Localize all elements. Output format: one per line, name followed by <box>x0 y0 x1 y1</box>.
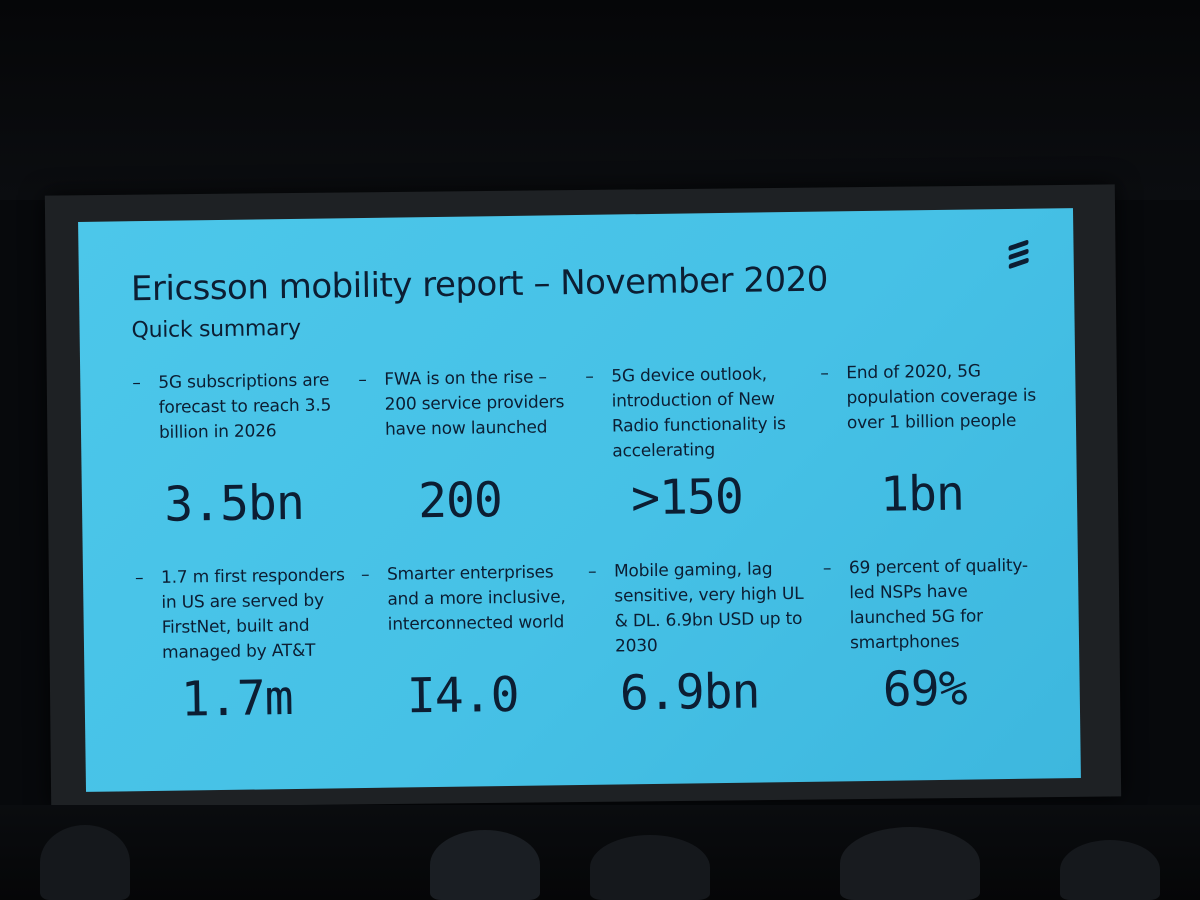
ericsson-logo-icon <box>1008 239 1029 270</box>
stat-value: 6.9bn <box>619 663 760 722</box>
bullet-dash: – <box>585 366 594 387</box>
stat-description-text: 1.7 m first responders in US are served … <box>160 565 345 663</box>
stat-block-industry-4-0: – Smarter enterprises and a more inclusi… <box>361 560 588 725</box>
stat-block-firstnet: – 1.7 m first responders in US are serve… <box>135 563 362 728</box>
stat-block-5g-coverage: – End of 2020, 5G population coverage is… <box>820 358 1047 523</box>
stat-description: – 69 percent of quality-led NSPs have la… <box>823 553 1049 656</box>
stat-value: 200 <box>417 472 503 530</box>
room-background <box>0 0 1200 200</box>
stat-block-nsps-5g: – 69 percent of quality-led NSPs have la… <box>823 553 1050 718</box>
stat-value: 1.7m <box>180 670 293 728</box>
bullet-dash: – <box>360 564 370 586</box>
bullet-dash: – <box>134 568 144 589</box>
stat-description-text: 5G device outlook, introduction of New R… <box>611 364 786 462</box>
bullet-dash: – <box>822 558 832 579</box>
stat-description-text: Mobile gaming, lag sensitive, very high … <box>613 559 804 657</box>
stat-description-text: End of 2020, 5G population coverage is o… <box>846 361 1037 434</box>
slide-title: Ericsson mobility report – November 2020 <box>130 259 829 310</box>
bullet-dash: – <box>358 369 367 391</box>
stat-block-5g-subscriptions: – 5G subscriptions are forecast to reach… <box>132 368 359 533</box>
stat-description-text: 69 percent of quality-led NSPs have laun… <box>848 555 1029 654</box>
stat-block-mobile-gaming: – Mobile gaming, lag sensitive, very hig… <box>588 557 815 722</box>
stat-block-5g-devices: – 5G device outlook, introduction of New… <box>585 362 812 527</box>
stat-value: >150 <box>630 468 744 527</box>
stat-description: – Smarter enterprises and a more inclusi… <box>361 560 587 663</box>
stat-description: – 5G subscriptions are forecast to reach… <box>132 368 358 471</box>
bullet-dash: – <box>132 373 141 394</box>
stat-description: – 1.7 m first responders in US are serve… <box>135 563 361 666</box>
bullet-dash: – <box>820 363 829 384</box>
stat-description: – Mobile gaming, lag sensitive, very hig… <box>588 557 814 660</box>
bullet-dash: – <box>587 561 597 582</box>
stat-description-text: Smarter enterprises and a more inclusive… <box>386 562 566 635</box>
stat-value: 69% <box>882 660 967 718</box>
stat-description: – FWA is on the rise – 200 service provi… <box>358 365 584 468</box>
stat-description-text: FWA is on the rise – 200 service provide… <box>384 367 565 440</box>
audience-silhouettes <box>0 805 1200 900</box>
stat-description-text: 5G subscriptions are forecast to reach 3… <box>158 370 332 443</box>
stat-value: 3.5bn <box>163 474 305 533</box>
stat-value: I4.0 <box>406 666 519 725</box>
stat-block-fwa: – FWA is on the rise – 200 service provi… <box>358 365 585 530</box>
stat-description: – 5G device outlook, introduction of New… <box>585 362 811 465</box>
slide-subtitle: Quick summary <box>131 315 301 344</box>
stat-description: – End of 2020, 5G population coverage is… <box>820 358 1046 461</box>
presentation-slide: Ericsson mobility report – November 2020… <box>78 208 1081 792</box>
stat-value: 1bn <box>879 465 965 523</box>
